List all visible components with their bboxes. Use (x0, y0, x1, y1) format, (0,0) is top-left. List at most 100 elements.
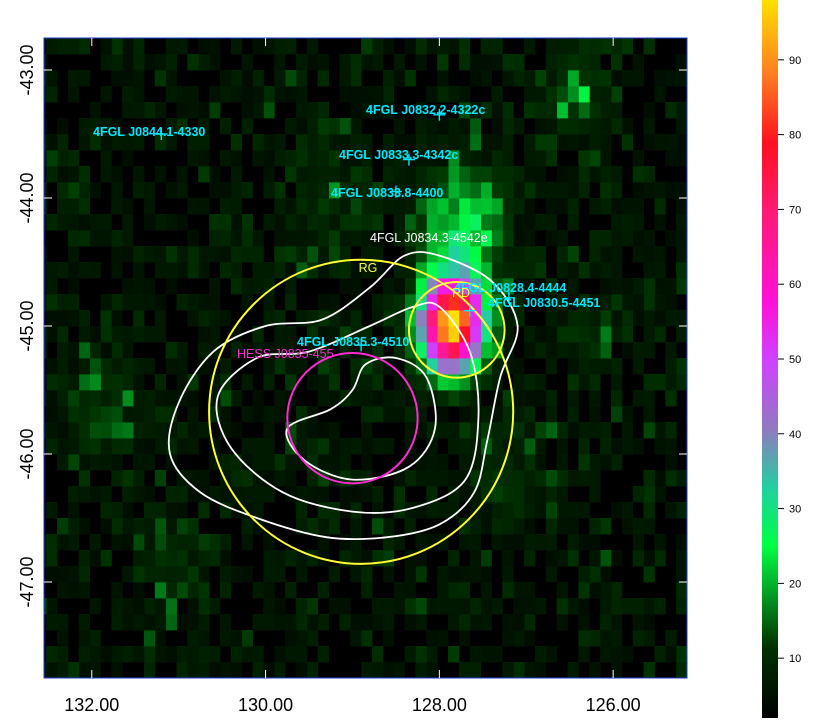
map-pixel (122, 198, 134, 215)
map-pixel (306, 262, 319, 279)
map-pixel (382, 182, 395, 199)
map-pixel (578, 630, 590, 647)
map-pixel (89, 422, 101, 439)
map-pixel (621, 326, 634, 343)
map-pixel (154, 326, 167, 343)
map-pixel (491, 118, 503, 135)
map-pixel (458, 310, 471, 327)
map-pixel (665, 630, 677, 647)
map-pixel (133, 38, 145, 55)
map-pixel (393, 150, 405, 167)
map-pixel (198, 134, 210, 151)
map-pixel (78, 630, 91, 647)
map-pixel (404, 518, 416, 535)
map-pixel (458, 38, 471, 55)
map-pixel (524, 38, 536, 55)
map-pixel (176, 534, 188, 551)
map-pixel (545, 54, 558, 71)
map-pixel (502, 486, 514, 503)
map-pixel (632, 182, 644, 199)
map-pixel (404, 438, 416, 455)
map-pixel (176, 422, 188, 439)
map-pixel (643, 326, 655, 343)
map-pixel (491, 646, 503, 663)
map-pixel (589, 470, 601, 487)
map-pixel (198, 598, 210, 615)
map-pixel (122, 358, 134, 375)
contour-level-3 (285, 356, 437, 481)
map-pixel (154, 390, 167, 407)
map-pixel (154, 422, 167, 439)
map-pixel (24, 630, 35, 646)
map-pixel (165, 518, 177, 535)
map-pixel (263, 438, 275, 455)
map-pixel (133, 54, 145, 71)
map-pixel (274, 70, 286, 87)
map-pixel (219, 614, 232, 631)
map-pixel (513, 198, 525, 215)
map-pixel (632, 630, 644, 647)
map-pixel (187, 406, 199, 423)
map-pixel (122, 38, 134, 39)
map-pixel (654, 374, 666, 391)
map-pixel (578, 422, 590, 439)
map-pixel (24, 246, 35, 262)
map-pixel (317, 70, 329, 87)
map-pixel (610, 230, 623, 247)
map-pixel (230, 470, 243, 487)
map-pixel (567, 294, 579, 311)
map-pixel (274, 262, 286, 279)
map-pixel (263, 582, 275, 599)
map-pixel (426, 310, 438, 327)
map-pixel (393, 214, 405, 231)
map-pixel (154, 262, 167, 279)
map-pixel (111, 246, 123, 263)
map-pixel (111, 422, 123, 439)
map-pixel (122, 486, 134, 503)
map-pixel (328, 470, 340, 487)
map-pixel (57, 262, 69, 279)
y-tick-label: -45.00 (17, 300, 37, 351)
map-pixel (437, 214, 449, 231)
map-pixel (143, 646, 156, 663)
map-pixel (676, 534, 687, 551)
map-pixel (534, 70, 547, 87)
map-pixel (437, 118, 449, 135)
map-pixel (219, 454, 232, 471)
map-pixel (393, 374, 405, 391)
map-pixel (274, 86, 286, 103)
map-pixel (545, 38, 558, 39)
colorbar-tick-label: 90 (789, 55, 801, 67)
map-pixel (643, 294, 655, 311)
map-pixel (46, 374, 58, 391)
map-pixel (317, 582, 329, 599)
map-pixel (306, 134, 319, 151)
map-pixel (556, 118, 568, 135)
map-pixel (545, 486, 558, 503)
map-pixel (513, 630, 525, 647)
map-pixel (122, 214, 134, 231)
map-pixel (643, 598, 655, 615)
map-pixel (513, 454, 525, 471)
source-label: 4FGL J0828.4-4444 (454, 281, 566, 295)
map-pixel (317, 518, 329, 535)
map-pixel (415, 262, 427, 279)
map-pixel (57, 518, 69, 535)
map-pixel (67, 486, 80, 503)
map-pixel (89, 454, 101, 471)
map-pixel (567, 86, 579, 103)
map-pixel (556, 102, 568, 119)
map-pixel (600, 646, 612, 663)
map-pixel (393, 534, 405, 551)
map-pixel (469, 54, 482, 71)
map-pixel (350, 534, 362, 551)
map-pixel (241, 646, 253, 663)
map-pixel (545, 134, 558, 151)
map-pixel (263, 38, 275, 55)
map-pixel (78, 230, 91, 247)
map-pixel (361, 358, 373, 375)
map-pixel (306, 614, 319, 631)
source-marker (155, 128, 168, 140)
map-pixel (578, 38, 590, 39)
map-pixel (230, 214, 243, 231)
